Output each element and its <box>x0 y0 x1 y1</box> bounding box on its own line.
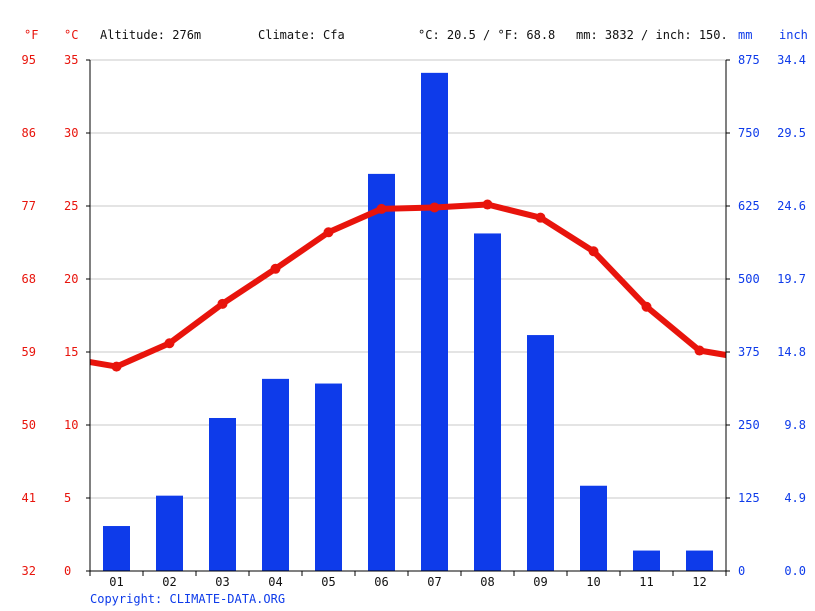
mm-tick-label: 875 <box>738 53 760 67</box>
fahrenheit-tick-label: 95 <box>22 53 36 67</box>
precipitation-bar <box>209 417 236 571</box>
celsius-tick-label: 25 <box>64 199 78 213</box>
altitude-label: Altitude: 276m <box>100 28 202 42</box>
month-tick-label: 12 <box>692 575 706 589</box>
month-tick-label: 04 <box>268 575 282 589</box>
precipitation-bar <box>633 550 660 571</box>
celsius-tick-label: 5 <box>64 491 71 505</box>
mm-tick-label: 250 <box>738 418 760 432</box>
celsius-tick-label: 0 <box>64 564 71 578</box>
temperature-point <box>111 361 122 372</box>
inch-tick-label: 0.0 <box>784 564 806 578</box>
precipitation-bar <box>474 233 501 571</box>
temperature-point <box>535 212 546 223</box>
fahrenheit-tick-label: 41 <box>22 491 36 505</box>
mm-tick-label: 125 <box>738 491 760 505</box>
temperature-point <box>429 202 440 213</box>
month-tick-label: 06 <box>374 575 388 589</box>
copyright-text: Copyright: CLIMATE-DATA.ORG <box>90 592 286 606</box>
celsius-tick-label: 20 <box>64 272 78 286</box>
temperature-point <box>588 246 599 257</box>
mm-tick-label: 375 <box>738 345 760 359</box>
temperature-point <box>270 263 281 274</box>
temperature-point <box>376 203 387 214</box>
precipitation-bar <box>580 485 607 571</box>
inch-tick-label: 4.9 <box>784 491 806 505</box>
precipitation-bar <box>315 383 342 571</box>
temperature-average-label: °C: 20.5 / °F: 68.8 <box>418 28 556 42</box>
temperature-series-line <box>89 201 727 370</box>
month-tick-label: 08 <box>480 575 494 589</box>
celsius-tick-label: 15 <box>64 345 78 359</box>
month-tick-label: 03 <box>215 575 229 589</box>
fahrenheit-tick-label: 50 <box>22 418 36 432</box>
mm-tick-label: 500 <box>738 272 760 286</box>
climate-label: Climate: Cfa <box>258 28 345 42</box>
grid-lines <box>90 59 726 499</box>
temperature-line <box>89 199 727 372</box>
precipitation-bar <box>527 335 554 571</box>
climate-chart: 32 0 0 0.0 41 5 125 4.9 50 10 250 9.8 59 15 375 14.8 68 2… <box>22 53 806 589</box>
precipitation-bar <box>421 72 448 572</box>
celsius-unit-label: °C <box>64 28 79 42</box>
precipitation-bar <box>686 550 713 571</box>
temperature-point <box>482 199 493 210</box>
inch-tick-label: 19.7 <box>777 272 806 286</box>
fahrenheit-tick-label: 77 <box>22 199 36 213</box>
inch-tick-label: 14.8 <box>777 345 806 359</box>
fahrenheit-unit-label: °F <box>24 28 39 42</box>
tick-labels: 32 0 0 0.0 41 5 125 4.9 50 10 250 9.8 59 15 375 14.8 68 2… <box>22 53 806 589</box>
month-tick-label: 10 <box>586 575 600 589</box>
inch-tick-label: 24.6 <box>777 199 806 213</box>
inch-tick-label: 29.5 <box>777 126 806 140</box>
inch-unit-label: inch <box>779 28 808 42</box>
fahrenheit-tick-label: 59 <box>22 345 36 359</box>
temperature-point <box>323 227 334 238</box>
precipitation-total-label: mm: 3832 / inch: 150.9 <box>576 28 726 42</box>
mm-tick-label: 625 <box>738 199 760 213</box>
axes <box>86 59 730 576</box>
temperature-point <box>694 345 705 356</box>
mm-unit-label: mm <box>738 28 753 42</box>
temperature-point <box>164 338 175 349</box>
inch-tick-label: 34.4 <box>777 53 806 67</box>
month-tick-label: 07 <box>427 575 441 589</box>
precipitation-bars <box>103 72 713 572</box>
celsius-tick-label: 30 <box>64 126 78 140</box>
precipitation-bar <box>262 378 289 571</box>
month-tick-label: 01 <box>109 575 123 589</box>
month-tick-label: 02 <box>162 575 176 589</box>
temperature-point <box>641 301 652 312</box>
fahrenheit-tick-label: 68 <box>22 272 36 286</box>
precipitation-bar <box>368 173 395 571</box>
precipitation-bar <box>156 495 183 571</box>
month-tick-label: 11 <box>639 575 653 589</box>
celsius-tick-label: 10 <box>64 418 78 432</box>
mm-tick-label: 0 <box>738 564 745 578</box>
temperature-point <box>217 298 228 309</box>
month-tick-label: 09 <box>533 575 547 589</box>
mm-tick-label: 750 <box>738 126 760 140</box>
celsius-tick-label: 35 <box>64 53 78 67</box>
month-tick-label: 05 <box>321 575 335 589</box>
fahrenheit-tick-label: 32 <box>22 564 36 578</box>
fahrenheit-tick-label: 86 <box>22 126 36 140</box>
precipitation-bar <box>103 526 130 571</box>
inch-tick-label: 9.8 <box>784 418 806 432</box>
